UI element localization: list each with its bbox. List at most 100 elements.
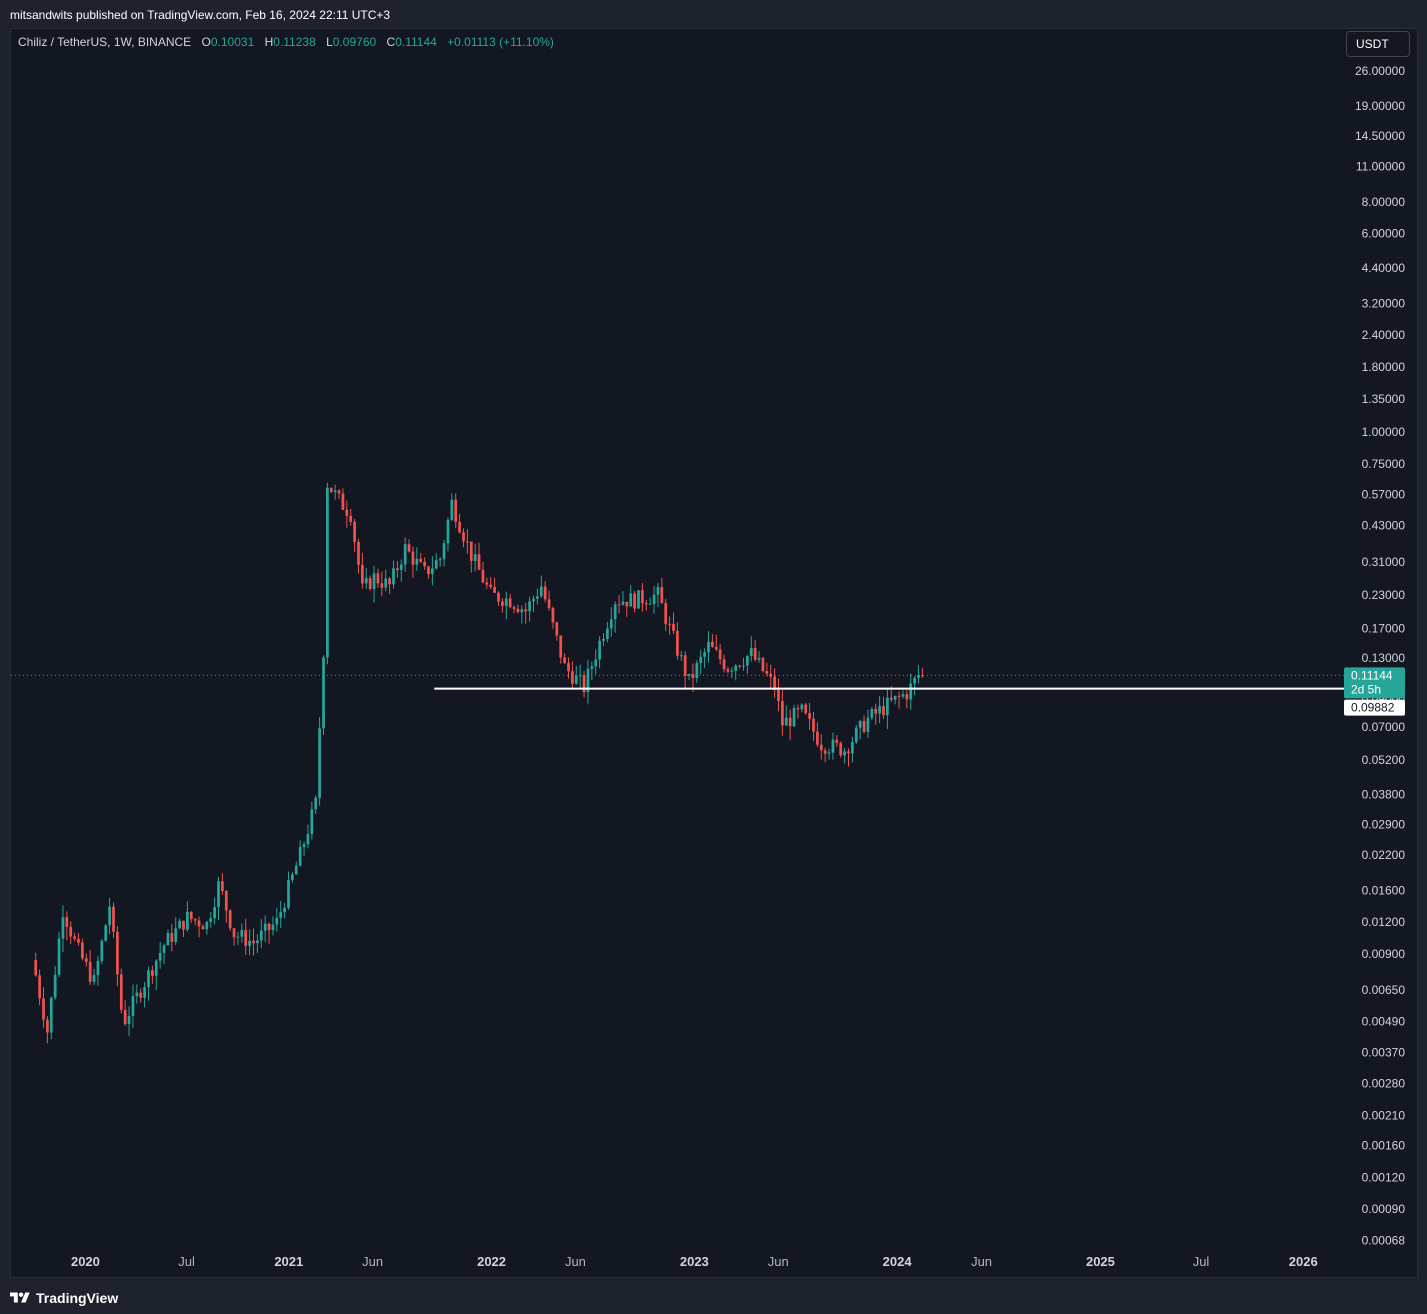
candle [664,599,668,631]
price-tick-label: 19.00000 [1355,99,1405,113]
price-tick-label: 11.00000 [1356,160,1405,174]
candle [703,648,706,669]
candle [489,577,493,589]
candle [917,665,920,684]
candle [189,911,193,923]
candle [403,537,407,572]
tradingview-brand[interactable]: TradingView [10,1288,118,1308]
candle [84,953,88,967]
price-tick-label: 0.57000 [1362,487,1406,501]
candle [376,568,380,588]
time-tick-label: Jul [178,1254,195,1269]
candle [431,556,434,586]
candle [57,932,61,978]
candle [65,911,69,941]
time-axis[interactable]: 2020 Jul 2021 Jun 2022 Jun 2023 Jun 2024 Jun 2025 J… [71,1254,1318,1269]
candle [718,643,722,665]
candle [617,595,621,614]
candle [291,872,294,883]
candle [357,538,360,574]
time-tick-label: 2026 [1289,1254,1318,1269]
candle [629,585,633,607]
candle [322,655,325,735]
price-tick-label: 0.03800 [1362,788,1406,802]
symbol-title[interactable]: Chiliz / TetherUS, 1W, BINANCE [18,35,192,49]
candle [679,650,683,661]
candle [256,934,259,953]
price-tick-label: 0.00210 [1362,1108,1406,1122]
candle [139,988,143,1003]
time-tick-label: 2023 [680,1254,709,1269]
candle [501,598,504,613]
candle [396,561,399,578]
candle [784,705,788,726]
candle [633,591,636,613]
candle [508,593,512,609]
candle [512,605,516,614]
price-tick-label: 0.05200 [1362,753,1406,767]
candle [878,696,881,724]
candle [314,795,318,814]
candle [788,709,792,741]
candle [578,664,582,689]
candle [186,901,189,932]
candle [407,539,411,553]
chart-pane[interactable]: 26.00000 19.00000 14.50000 11.00000 8.00000 6… [10,28,1418,1278]
candle [571,661,574,690]
currency-button[interactable]: USDT [1346,31,1410,57]
candle [536,588,539,605]
candle [427,565,430,579]
candle [42,987,45,1028]
candle [714,634,718,651]
candle [248,929,251,956]
open-label: O [201,35,211,49]
candle [532,595,535,613]
candle [469,541,473,573]
candle [61,905,65,953]
candle [131,984,135,1029]
time-tick-label: Jun [362,1254,383,1269]
candle [147,966,150,1001]
candle [73,932,76,942]
time-tick-label: Jun [971,1254,992,1269]
candle [236,931,240,945]
candle [329,487,333,493]
candle [364,567,368,590]
price-tick-label: 0.23000 [1362,588,1406,602]
candle [921,667,924,678]
candle [816,722,819,747]
candle [648,597,652,605]
price-tick-label: 0.00160 [1362,1138,1406,1152]
candle [353,518,356,553]
candle [380,571,384,597]
price-tick-label: 0.00370 [1362,1046,1406,1060]
candle [687,673,691,680]
candle [637,590,640,609]
candle [252,928,255,956]
time-tick-label: 2025 [1086,1254,1115,1269]
candle [193,918,197,926]
candle [672,612,675,634]
candle [392,560,395,589]
candle [796,704,800,719]
candle [757,651,761,663]
price-tick-label: 8.00000 [1362,195,1406,209]
countdown-label: 2d 5h [1351,682,1381,696]
candle [493,578,496,593]
price-chart[interactable]: 26.00000 19.00000 14.50000 11.00000 8.00000 6… [11,29,1417,1277]
candle [302,841,306,857]
published-info: mitsandwits published on TradingView.com… [10,8,391,22]
price-tick-label: 4.40000 [1362,261,1406,275]
price-axis[interactable]: 26.00000 19.00000 14.50000 11.00000 8.00000 6… [1355,64,1405,1247]
time-tick-label: Jun [565,1254,586,1269]
time-tick-label: Jun [768,1254,789,1269]
candle [119,968,123,1014]
candle [224,889,228,923]
candle [34,952,38,977]
candle [481,561,485,584]
candle [298,840,302,867]
price-tick-label: 14.50000 [1355,129,1405,143]
last-price-label: 0.11144 [1351,668,1393,682]
time-tick-label: 2022 [477,1254,506,1269]
candle [913,676,916,696]
